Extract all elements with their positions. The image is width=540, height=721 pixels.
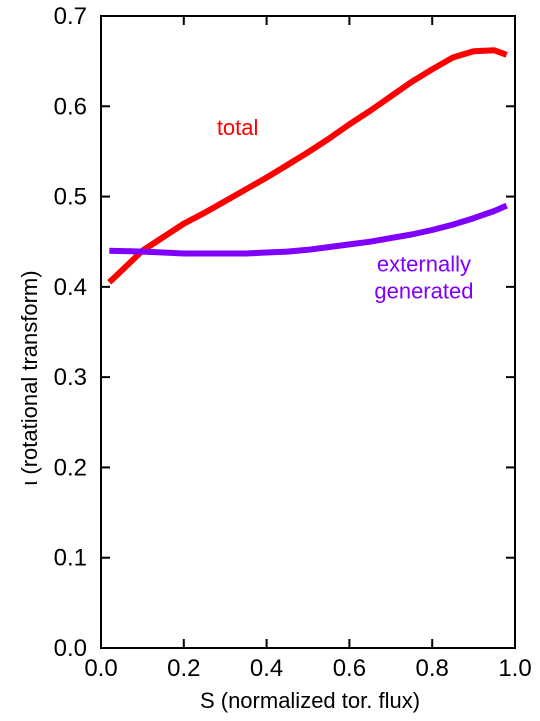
y-tick-label: 0.7 [54,3,87,30]
y-tick-label: 0.6 [54,93,87,120]
series-label-externally-generated-line: generated [374,279,473,304]
x-tick-label: 0.8 [416,655,449,682]
x-tick-label: 0.6 [333,655,366,682]
series-line-total [107,47,508,285]
x-axis-label: S (normalized tor. flux) [200,688,420,713]
y-tick-label: 0.1 [54,545,87,572]
x-tick-label: 1.0 [498,655,531,682]
y-tick-label: 0.4 [54,274,87,301]
series-label-total: total [217,115,259,140]
y-tick-label: 0.0 [54,635,87,662]
plot-frame [100,15,516,649]
series-label-externally-generated-line: externally [377,252,471,277]
y-tick-label: 0.5 [54,184,87,211]
x-tick-label: 0.2 [167,655,200,682]
x-tick-label: 0.0 [84,655,117,682]
series-line-externally-generated [109,202,508,257]
x-tick-label: 0.4 [250,655,283,682]
y-axis-label: ι (rotational transform) [17,270,42,485]
y-tick-label: 0.3 [54,364,87,391]
y-tick-label: 0.2 [54,454,87,481]
